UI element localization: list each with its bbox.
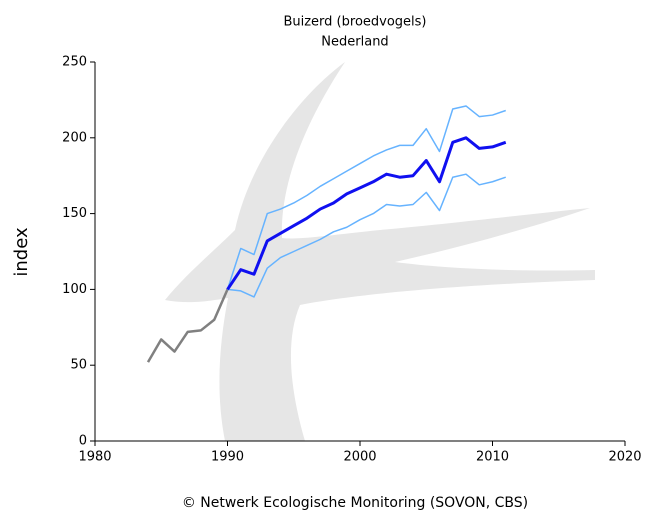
data-line [226, 105, 506, 290]
x-tick-label: 2000 [343, 450, 376, 465]
y-tick-label: 100 [62, 282, 87, 297]
y-tick-label: 150 [62, 206, 87, 221]
footer: © Netwerk Ecologische Monitoring (SOVON,… [182, 495, 528, 511]
y-tick-label: 0 [79, 434, 87, 449]
chart-subtitle: Nederland [321, 35, 388, 50]
x-tick-label: 2020 [608, 450, 641, 465]
y-tick-label: 50 [70, 358, 87, 373]
data-line [226, 136, 507, 291]
y-axis-title: index [11, 227, 32, 277]
y-tick-label: 200 [62, 130, 87, 145]
chart-title: Buizerd (broedvogels) [283, 15, 426, 30]
bird-silhouette [165, 62, 595, 441]
data-line [227, 173, 506, 298]
data-line [146, 288, 229, 363]
x-tick-label: 1990 [211, 450, 244, 465]
x-tick-label: 2010 [476, 450, 509, 465]
x-tick-label: 1980 [78, 450, 111, 465]
y-tick-label: 250 [62, 55, 87, 70]
